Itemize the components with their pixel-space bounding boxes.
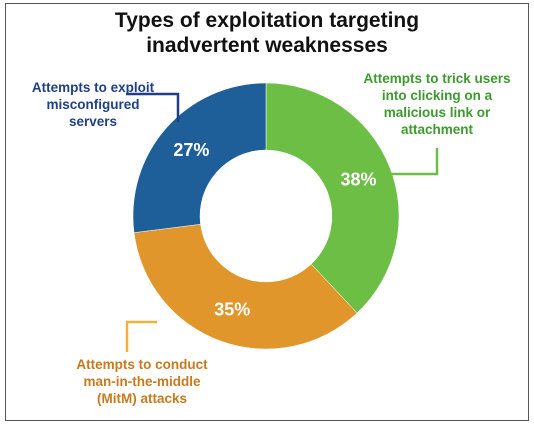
label-mitm-attacks: Attempts to conduct man-in-the-middle (M… <box>52 356 232 407</box>
leader-lines <box>125 92 439 352</box>
label-mitm-line-1: Attempts to conduct <box>76 357 208 372</box>
label-mitm-line-3: (MitM) attacks <box>96 391 187 406</box>
slice-mitm <box>133 223 358 350</box>
donut-slices <box>132 82 400 350</box>
value-label-misconfigured: 27% <box>173 140 209 160</box>
label-trick-users-line-3: malicious link or <box>383 105 491 120</box>
value-labels: 38% 35% 27% <box>173 140 376 319</box>
leader-line-trick-users <box>389 148 439 176</box>
label-trick-users-line-1: Attempts to trick users <box>363 71 511 86</box>
value-label-mitm: 35% <box>214 300 250 320</box>
leader-line-misconfigured <box>126 92 180 122</box>
value-label-trick-users: 38% <box>340 169 376 189</box>
chart-title-line-1: Types of exploitation targeting <box>114 9 420 32</box>
label-misconfigured-line-1: Attempts to exploit <box>31 80 155 95</box>
label-misconfigured-line-3: servers <box>68 114 118 129</box>
label-misconfigured-servers: Attempts to exploit misconfigured server… <box>8 79 178 130</box>
chart-frame <box>5 3 529 421</box>
label-trick-users-line-2: into clicking on a <box>381 88 493 103</box>
label-misconfigured-line-2: misconfigured <box>46 97 140 112</box>
label-trick-users: Attempts to trick users into clicking on… <box>352 70 522 138</box>
slice-trick-users <box>265 82 400 314</box>
label-mitm-line-2: man-in-the-middle <box>83 374 201 389</box>
chart-title: Types of exploitation targeting inadvert… <box>0 8 534 58</box>
label-trick-users-line-4: attachment <box>400 122 473 137</box>
leader-line-mitm <box>125 320 157 352</box>
slice-misconfigured <box>132 82 267 233</box>
chart-title-line-2: inadvertent weaknesses <box>146 34 388 57</box>
